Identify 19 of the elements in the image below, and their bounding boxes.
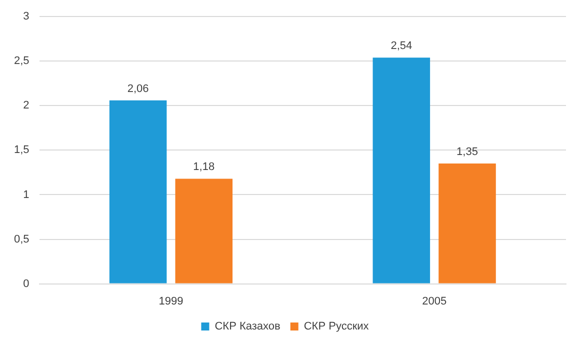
x-tick-label: 1999 <box>158 295 184 308</box>
y-tick-label: 0 <box>23 278 30 290</box>
data-label: 1,18 <box>193 161 215 174</box>
y-tick-label: 2,5 <box>14 55 30 68</box>
legend-label: СКР Русских <box>304 320 370 333</box>
bar <box>438 164 496 284</box>
data-label: 2,54 <box>390 40 412 52</box>
y-tick-label: 0,5 <box>14 233 30 246</box>
data-label: 2,06 <box>127 82 149 95</box>
bar <box>109 100 167 284</box>
y-tick-label: 2 <box>23 100 30 112</box>
x-tick-label: 2005 <box>422 295 447 308</box>
y-tick-label: 3 <box>23 10 30 23</box>
bar <box>175 178 233 284</box>
data-label: 1,35 <box>456 146 478 158</box>
y-tick-label: 1,5 <box>14 144 30 156</box>
bar <box>372 58 430 284</box>
y-tick-label: 1 <box>23 188 30 201</box>
legend-label: СКР Казахов <box>214 320 281 333</box>
